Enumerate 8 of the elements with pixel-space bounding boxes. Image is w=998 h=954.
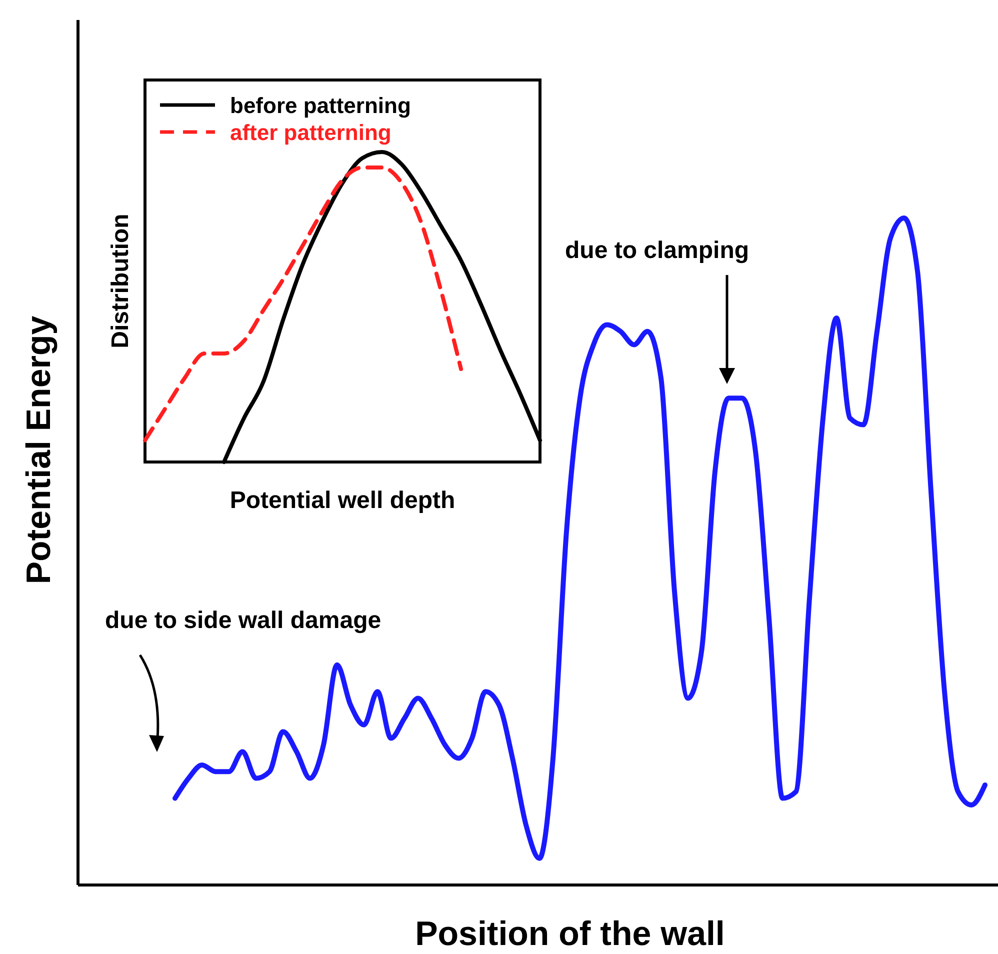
x-axis-title: Position of the wall	[415, 915, 725, 953]
legend-label: before patterning	[230, 93, 411, 118]
annotation: due to clamping	[565, 237, 750, 264]
y-axis-title: Distribution	[107, 214, 134, 348]
x-axis-title: Potential well depth	[230, 487, 456, 514]
annotation: due to side wall damage	[105, 607, 382, 634]
y-axis-title: Potential Energy	[20, 316, 58, 584]
legend-label: after patterning	[230, 120, 392, 145]
